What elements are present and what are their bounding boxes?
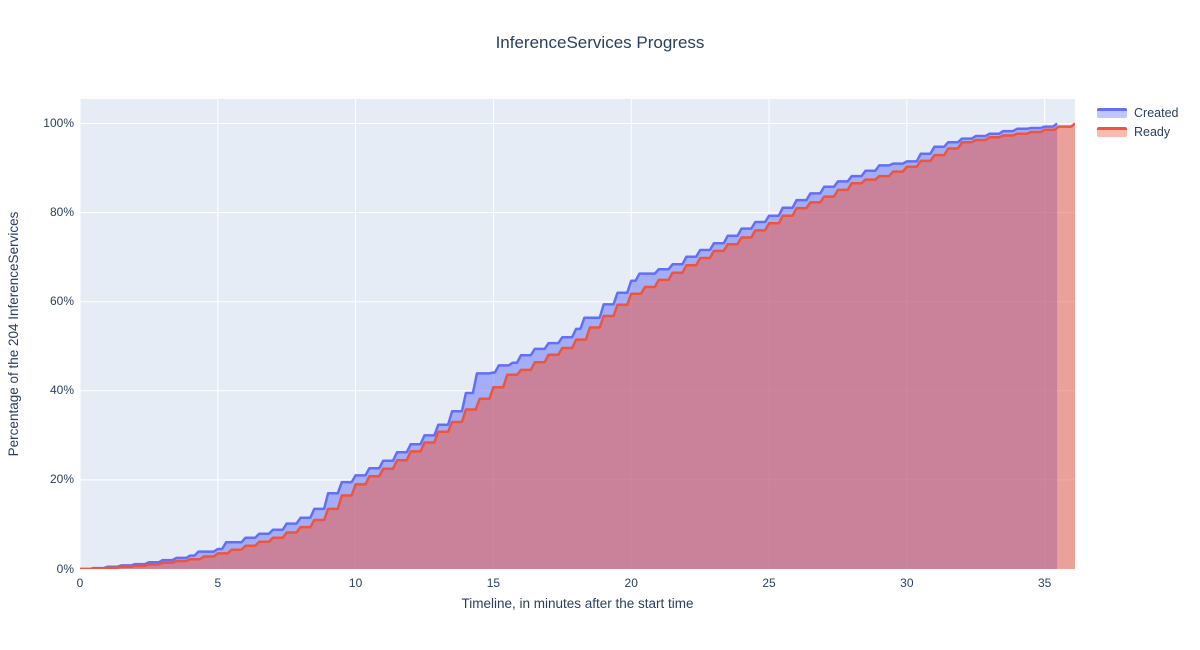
y-axis-title: Percentage of the 204 InferenceServices bbox=[6, 211, 21, 457]
ready-area bbox=[80, 123, 1075, 569]
y-tick-label: 0% bbox=[56, 561, 74, 576]
x-tick-label: 5 bbox=[214, 576, 222, 590]
y-tick-label: 40% bbox=[49, 383, 74, 398]
chart-title: InferenceServices Progress bbox=[495, 33, 705, 52]
ready-series-swatch-icon bbox=[1097, 127, 1127, 137]
created-line bbox=[80, 122, 1058, 569]
legend-item-ready[interactable]: Ready bbox=[1097, 125, 1178, 139]
legend-item-created[interactable]: Created bbox=[1097, 106, 1178, 120]
x-tick-label: 10 bbox=[348, 576, 363, 590]
y-tick-label: 80% bbox=[49, 205, 74, 220]
x-tick-label: 20 bbox=[624, 576, 638, 590]
created-series-swatch-icon bbox=[1097, 108, 1127, 118]
x-tick-label: 15 bbox=[486, 576, 501, 590]
x-tick-label: 35 bbox=[1037, 576, 1052, 590]
x-tick-label: 30 bbox=[900, 576, 914, 590]
y-tick-label: 60% bbox=[49, 294, 74, 309]
ready-line bbox=[80, 122, 1075, 569]
legend-label-ready: Ready bbox=[1134, 125, 1171, 139]
x-axis-title: Timeline, in minutes after the start tim… bbox=[461, 596, 694, 611]
legend: Created Ready bbox=[1097, 106, 1178, 144]
x-tick-label: 0 bbox=[76, 576, 84, 590]
y-tick-label: 20% bbox=[49, 472, 74, 487]
y-tick-label: 100% bbox=[43, 116, 74, 130]
x-tick-label: 25 bbox=[762, 576, 776, 590]
legend-label-created: Created bbox=[1134, 106, 1179, 120]
